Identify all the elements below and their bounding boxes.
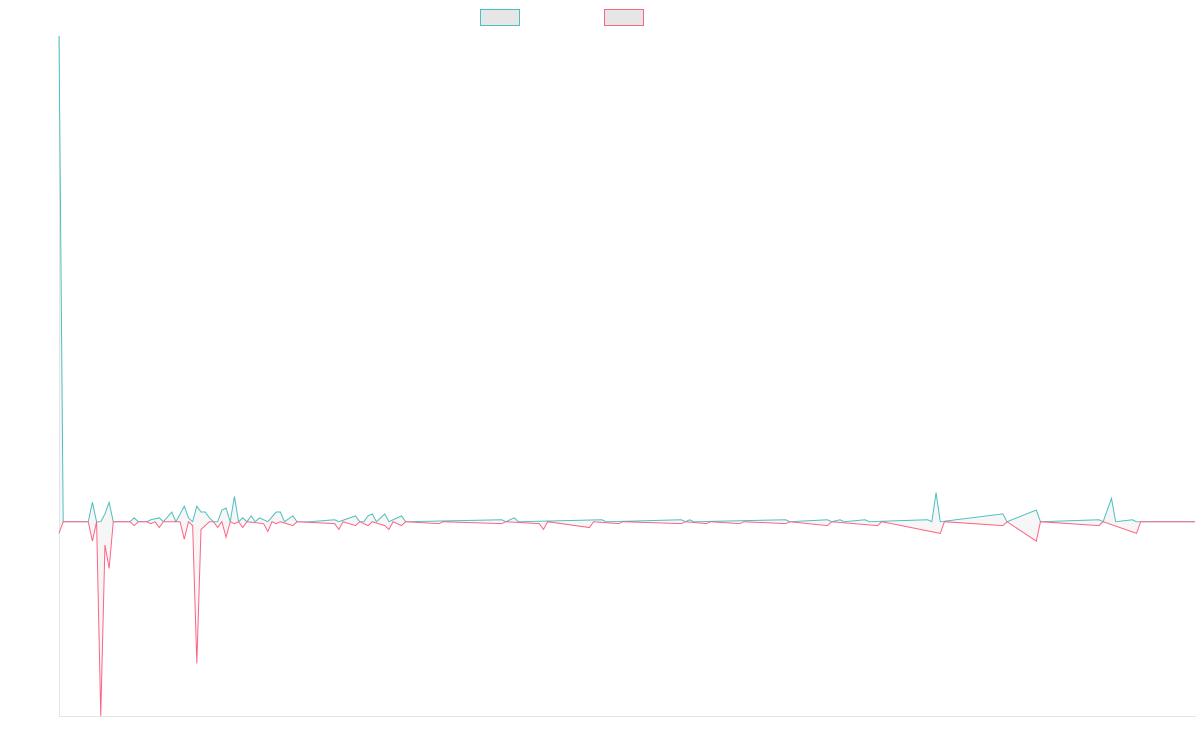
series-line-negative[interactable] xyxy=(58,520,1195,717)
series-area-negative xyxy=(59,521,1195,716)
legend-swatch-positive xyxy=(480,9,520,26)
legend-item-positive[interactable] xyxy=(480,9,526,26)
legend-swatch-negative xyxy=(604,9,644,26)
legend xyxy=(0,9,1200,27)
series-line-positive[interactable] xyxy=(58,35,1195,523)
series-area-positive xyxy=(59,36,1195,522)
legend-item-negative[interactable] xyxy=(604,9,650,26)
